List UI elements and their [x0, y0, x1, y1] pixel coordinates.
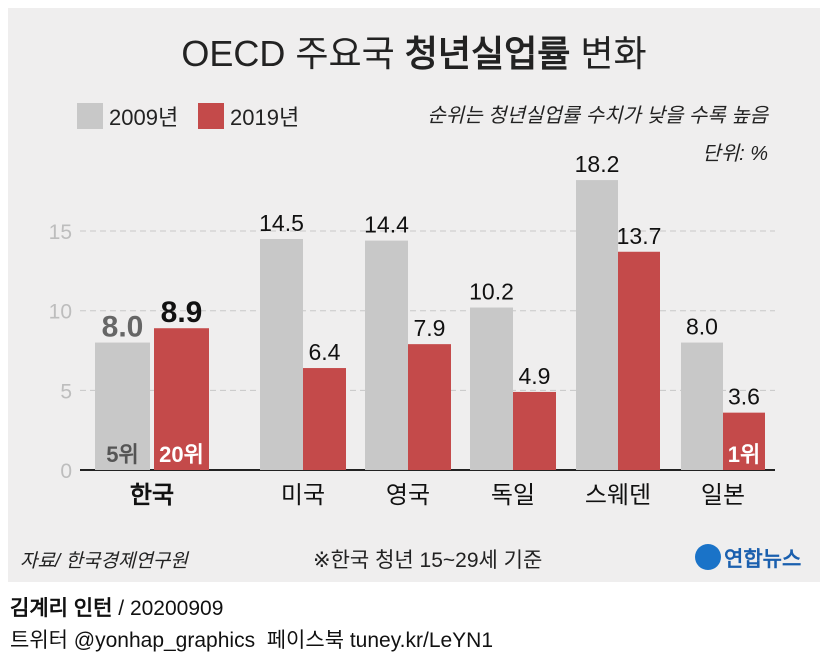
- bar-2009년: [576, 180, 618, 470]
- value-label: 3.6: [728, 384, 760, 410]
- value-label: 6.4: [309, 339, 341, 365]
- x-category-label: 일본: [701, 482, 745, 509]
- credit-date: / 20200909: [112, 597, 224, 620]
- credit-name: 김계리 인턴: [10, 597, 113, 620]
- x-category-label: 스웨덴: [585, 482, 651, 509]
- bar-2019년: [154, 328, 209, 470]
- y-tick-label: 10: [49, 301, 72, 324]
- x-category-label: 미국: [281, 482, 325, 509]
- credit-line: 김계리 인턴 / 20200909: [10, 592, 223, 622]
- value-label: 7.9: [414, 315, 446, 341]
- bar-2009년: [681, 342, 723, 470]
- bar-2019년: [303, 368, 346, 470]
- x-category-label: 독일: [491, 482, 535, 509]
- value-label: 8.0: [102, 311, 144, 344]
- footnote: ※한국 청년 15~29세 기준: [313, 549, 542, 572]
- source-label: 자료/ 한국경제연구원: [20, 551, 189, 572]
- value-label: 14.5: [259, 210, 304, 236]
- bar-2019년: [618, 251, 660, 470]
- bar-2019년: [513, 391, 556, 470]
- chart-panel: [8, 8, 820, 582]
- value-label: 18.2: [575, 151, 620, 177]
- chart-title: OECD 주요국 청년실업률 변화: [181, 33, 646, 74]
- rank-note: 순위는 청년실업률 수치가 낮을 수록 높음: [427, 105, 769, 127]
- legend-swatch: [77, 103, 103, 129]
- x-category-label: 영국: [386, 482, 430, 509]
- rank-label: 1위: [728, 442, 760, 467]
- rank-label: 20위: [159, 442, 204, 467]
- value-label: 4.9: [519, 363, 551, 389]
- value-label: 13.7: [617, 223, 662, 249]
- bar-2009년: [470, 307, 513, 470]
- y-tick-label: 0: [60, 460, 72, 483]
- legend-label: 2009년: [109, 105, 178, 130]
- x-category-label: 한국: [130, 482, 174, 509]
- legend-swatch: [198, 103, 224, 129]
- bar-2009년: [95, 342, 150, 470]
- bar-2009년: [260, 239, 303, 470]
- value-label: 8.0: [686, 314, 718, 340]
- yonhap-logo-icon: [695, 544, 721, 570]
- rank-label: 5위: [106, 442, 138, 467]
- unit-label: 단위: %: [702, 143, 768, 165]
- y-tick-label: 15: [49, 221, 72, 244]
- legend-label: 2019년: [230, 105, 299, 130]
- value-label: 14.4: [364, 212, 409, 238]
- bar-2019년: [408, 344, 451, 470]
- bar-2019년: [723, 412, 765, 470]
- brand-logo: 연합뉴스: [724, 548, 801, 571]
- y-tick-label: 5: [60, 380, 72, 403]
- bar-2009년: [365, 240, 408, 470]
- social-links: 트위터 @yonhap_graphics 페이스북 tuney.kr/LeYN1: [10, 629, 494, 652]
- value-label: 8.9: [161, 296, 203, 329]
- value-label: 10.2: [469, 279, 514, 305]
